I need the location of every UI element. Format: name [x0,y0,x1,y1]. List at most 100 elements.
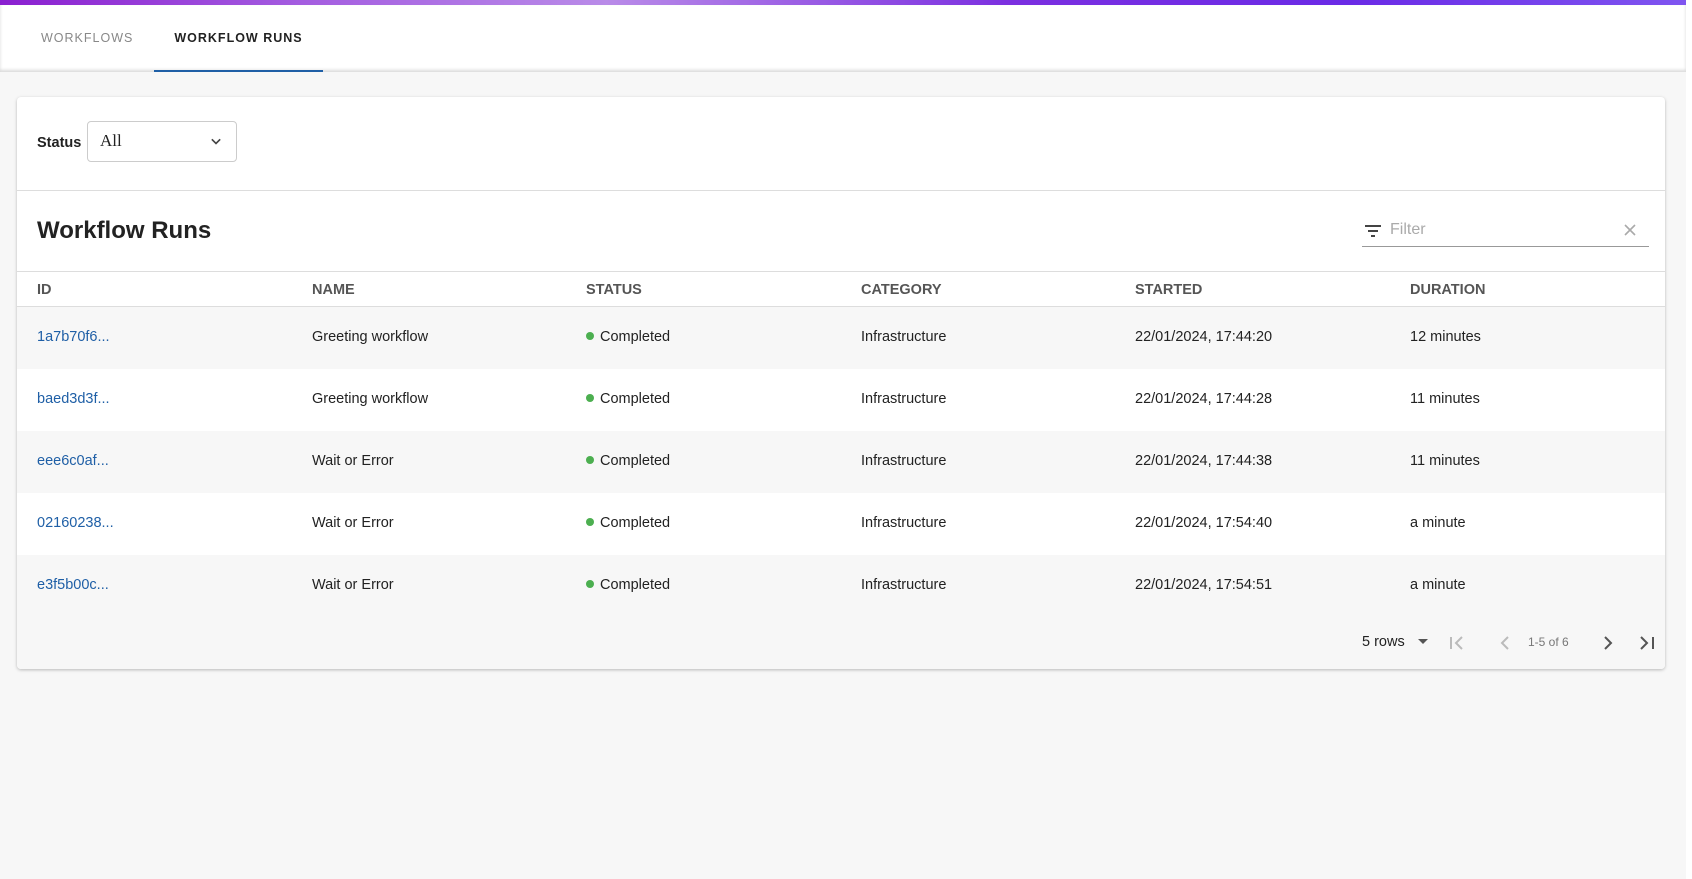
cell-duration: 11 minutes [1410,453,1480,469]
cell-id[interactable]: e3f5b00c... [37,577,109,593]
status-select-value: All [100,131,122,150]
column-header-name[interactable]: NAME [312,282,355,298]
cell-text: a minute [1410,577,1466,593]
table-row[interactable]: 1a7b70f6... Greeting workflow Completed Inf… [17,307,1665,369]
status-select[interactable]: All [87,121,237,162]
cell-text: a minute [1410,515,1466,531]
status-dot-icon [586,580,594,588]
cell-name: Wait or Error [312,515,394,531]
filter-icon [1365,225,1381,237]
cell-status: Completed [586,329,670,345]
cell-category: Infrastructure [861,391,946,407]
cell-text: e3f5b00c... [37,577,109,593]
table-row[interactable]: e3f5b00c... Wait or Error Completed Infrast… [17,555,1665,617]
cell-started: 22/01/2024, 17:54:40 [1135,515,1272,531]
cell-id[interactable]: eee6c0af... [37,453,109,469]
status-filter-label: Status [37,135,82,151]
page-title: Workflow Runs [37,217,212,244]
previous-page-icon[interactable] [1495,633,1515,653]
cell-text: baed3d3f... [37,391,110,407]
cell-started: 22/01/2024, 17:54:51 [1135,577,1272,593]
table-body: 1a7b70f6... Greeting workflow Completed Inf… [17,307,1665,617]
cell-name: Greeting workflow [312,329,428,345]
cell-text: Infrastructure [861,329,947,345]
status-dot-icon [586,518,594,526]
cell-text: Infrastructure [861,515,947,531]
column-header-category[interactable]: CATEGORY [861,282,942,298]
caret-down-icon [1417,639,1428,645]
clear-icon[interactable] [1623,223,1637,237]
table-filter [1362,215,1649,247]
cell-text: eee6c0af... [37,453,109,469]
rows-per-page-value: 5 rows [1362,634,1405,650]
cell-text: 02160238... [37,515,114,531]
table-header: ID NAME STATUS CATEGORY STARTED DURATION [17,272,1665,307]
column-header-id[interactable]: ID [37,282,52,298]
cell-text: 11 minutes [1410,453,1480,469]
cell-text: 22/01/2024, 17:44:38 [1135,453,1273,469]
cell-status: Completed [586,577,670,593]
cell-name: Wait or Error [312,577,394,593]
cell-text: Completed [600,515,671,531]
table-row[interactable]: eee6c0af... Wait or Error Completed Infrast… [17,431,1665,493]
cell-text: Infrastructure [861,577,947,593]
column-header-duration[interactable]: DURATION [1410,282,1486,298]
filter-input[interactable] [1390,217,1610,243]
cell-text: 22/01/2024, 17:54:40 [1135,515,1273,531]
cell-duration: 11 minutes [1410,391,1480,407]
cell-status: Completed [586,453,670,469]
top-accent-bar [0,0,1686,5]
cell-text: Completed [600,453,671,469]
last-page-icon[interactable] [1637,633,1657,653]
cell-text: 22/01/2024, 17:44:20 [1135,329,1273,345]
cell-id[interactable]: 1a7b70f6... [37,329,110,345]
cell-id[interactable]: 02160238... [37,515,114,531]
cell-started: 22/01/2024, 17:44:28 [1135,391,1272,407]
cell-text: 11 minutes [1410,391,1480,407]
rows-per-page-select[interactable]: 5 rows [1362,634,1433,650]
status-dot-icon [586,332,594,340]
cell-text: Completed [600,391,671,407]
cell-text: Infrastructure [861,453,947,469]
cell-text: 12 minutes [1410,329,1481,345]
cell-category: Infrastructure [861,329,946,345]
cell-text: Completed [600,329,671,345]
cell-status: Completed [586,515,670,531]
next-page-icon[interactable] [1598,633,1618,653]
cell-text: 22/01/2024, 17:54:51 [1135,577,1273,593]
cell-category: Infrastructure [861,515,946,531]
cell-text: Greeting workflow [312,329,429,345]
status-dot-icon [586,394,594,402]
table-row[interactable]: baed3d3f... Greeting workflow Completed Inf… [17,369,1665,431]
cell-name: Wait or Error [312,453,394,469]
cell-started: 22/01/2024, 17:44:38 [1135,453,1272,469]
cell-text: 22/01/2024, 17:44:28 [1135,391,1273,407]
cell-duration: 12 minutes [1410,329,1481,345]
divider [17,271,1665,272]
tab-workflows[interactable]: Workflows [41,31,134,45]
first-page-icon[interactable] [1447,633,1467,653]
cell-text: Wait or Error [312,453,394,469]
table-row[interactable]: 02160238... Wait or Error Completed Infrast… [17,493,1665,555]
column-header-started[interactable]: STARTED [1135,282,1203,298]
page-range: 1-5 of 6 [1528,635,1569,649]
cell-text: Greeting workflow [312,391,429,407]
cell-category: Infrastructure [861,453,946,469]
cell-text: 1a7b70f6... [37,329,110,345]
cell-category: Infrastructure [861,577,946,593]
cell-id[interactable]: baed3d3f... [37,391,110,407]
cell-duration: a minute [1410,515,1466,531]
cell-text: Infrastructure [861,391,947,407]
pagination: 5 rows 1-5 of 6 [17,617,1665,669]
chevron-down-icon [211,138,221,145]
cell-text: Completed [600,577,671,593]
cell-name: Greeting workflow [312,391,428,407]
status-dot-icon [586,456,594,464]
cell-duration: a minute [1410,577,1466,593]
cell-text: Wait or Error [312,515,394,531]
tab-bar: Workflows Workflow Runs [0,5,1686,72]
tab-workflow-runs[interactable]: Workflow Runs [154,5,323,72]
cell-text: Wait or Error [312,577,394,593]
scrollbar[interactable] [1686,0,1692,879]
column-header-status[interactable]: STATUS [586,282,642,298]
